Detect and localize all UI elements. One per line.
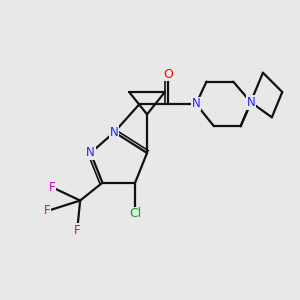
Text: N: N <box>192 98 200 110</box>
Text: N: N <box>86 146 95 160</box>
Text: O: O <box>163 68 173 81</box>
Text: F: F <box>49 181 55 194</box>
Text: N: N <box>247 96 255 109</box>
Text: F: F <box>44 204 51 218</box>
Text: Cl: Cl <box>129 207 141 220</box>
Text: N: N <box>110 126 119 139</box>
Text: F: F <box>74 224 80 237</box>
